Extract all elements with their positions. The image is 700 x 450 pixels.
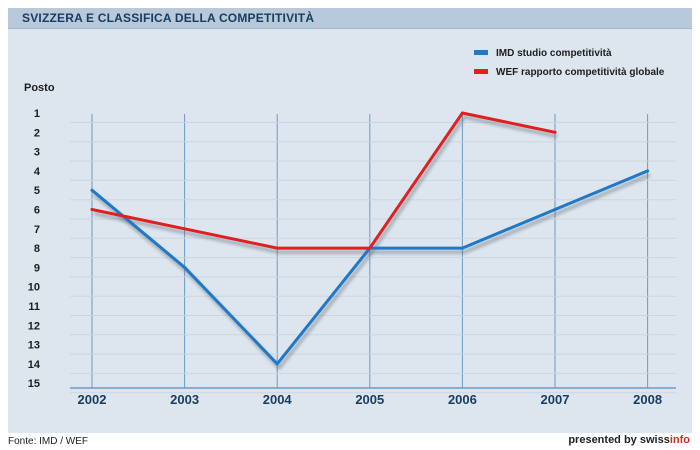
data-point <box>183 265 187 269</box>
credit-accent: info <box>669 434 690 446</box>
x-tick-label: 2004 <box>263 392 293 407</box>
y-tick-label: 9 <box>34 262 40 274</box>
series-lines <box>90 111 650 366</box>
x-tick-label: 2003 <box>170 392 199 407</box>
y-tick-label: 2 <box>34 127 40 139</box>
data-point <box>646 169 650 173</box>
x-tick-label: 2007 <box>541 392 570 407</box>
x-tick-labels: 2002 2003 2004 2005 2006 2007 2008 <box>78 392 663 407</box>
legend-swatch <box>474 50 488 55</box>
legend-swatch <box>474 69 488 74</box>
legend-label: IMD studio competitività <box>496 48 612 59</box>
y-axis-title: Posto <box>24 82 55 94</box>
legend-label: WEF rapporto competitività globale <box>496 67 665 78</box>
y-tick-label: 15 <box>28 378 40 390</box>
x-tick-label: 2008 <box>633 392 662 407</box>
data-point <box>275 246 279 250</box>
legend: IMD studio competitività WEF rapporto com… <box>474 48 665 78</box>
data-point <box>275 362 279 366</box>
data-point <box>460 246 464 250</box>
y-tick-label: 4 <box>34 166 41 178</box>
data-point <box>553 208 557 211</box>
data-point <box>183 227 187 231</box>
chart-title: SVIZZERA E CLASSIFICA DELLA COMPETITIVIT… <box>22 11 315 25</box>
x-tick-label: 2002 <box>78 392 107 407</box>
y-tick-label: 6 <box>34 205 40 217</box>
data-point <box>553 130 557 134</box>
y-tick-label: 1 <box>34 108 40 120</box>
series-shadows <box>92 115 651 370</box>
data-point <box>90 208 94 211</box>
y-tick-label: 8 <box>34 243 40 255</box>
y-tick-label: 12 <box>28 320 40 332</box>
y-tick-label: 13 <box>28 340 40 352</box>
series-line-wef <box>90 111 557 250</box>
data-point <box>90 188 94 192</box>
y-tick-label: 3 <box>34 147 40 159</box>
data-point <box>460 111 464 115</box>
y-tick-label: 7 <box>34 224 40 236</box>
series-shadow <box>93 115 558 254</box>
y-tick-label: 10 <box>28 282 40 294</box>
source-note: Fonte: IMD / WEF <box>8 436 89 447</box>
credit-prefix: presented by swiss <box>568 434 670 446</box>
data-point <box>368 246 372 250</box>
y-tick-label: 11 <box>28 301 40 313</box>
title-bar: SVIZZERA E CLASSIFICA DELLA COMPETITIVIT… <box>8 8 692 29</box>
credit: presented by swissinfo <box>568 434 690 446</box>
x-tick-label: 2006 <box>448 392 477 407</box>
y-tick-label: 5 <box>34 185 40 197</box>
y-tick-label: 14 <box>28 359 41 371</box>
x-tick-label: 2005 <box>355 392 384 407</box>
